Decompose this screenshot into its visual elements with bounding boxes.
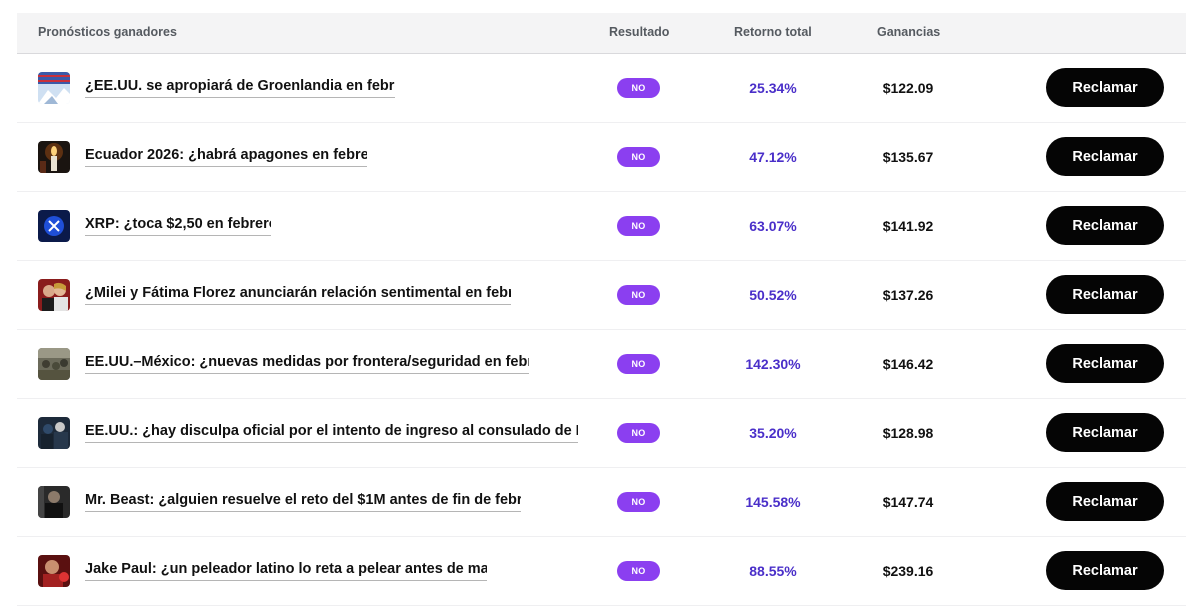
prediction-question-link[interactable]: EE.UU.: ¿hay disculpa oficial por el int… (85, 423, 578, 443)
claim-button[interactable]: Reclamar (1046, 413, 1164, 452)
prediction-question-link[interactable]: Jake Paul: ¿un peleador latino lo reta a… (85, 561, 487, 581)
table-row: Mr. Beast: ¿alguien resuelve el reto del… (17, 468, 1186, 537)
total-return-value: 63.07% (749, 218, 797, 234)
result-badge: NO (617, 492, 660, 512)
header-predictions: Pronósticos ganadores (38, 25, 177, 39)
candle-thumbnail (38, 141, 70, 173)
earnings-value: $239.16 (882, 563, 934, 579)
table-row: EE.UU.: ¿hay disculpa oficial por el int… (17, 399, 1186, 468)
total-return-value: 25.34% (749, 80, 797, 96)
claim-button[interactable]: Reclamar (1046, 275, 1164, 314)
claim-button[interactable]: Reclamar (1046, 344, 1164, 383)
prediction-question-link[interactable]: EE.UU.–México: ¿nuevas medidas por front… (85, 354, 529, 374)
total-return-value: 47.12% (749, 149, 797, 165)
header-result: Resultado (609, 25, 670, 39)
earnings-value: $122.09 (882, 80, 934, 96)
total-return-value: 88.55% (749, 563, 797, 579)
claim-button[interactable]: Reclamar (1046, 137, 1164, 176)
result-badge: NO (617, 147, 660, 167)
earnings-value: $137.26 (882, 287, 934, 303)
header-total-return: Retorno total (734, 25, 812, 39)
result-badge: NO (617, 285, 660, 305)
prediction-question-link[interactable]: XRP: ¿toca $2,50 en febrero? (85, 216, 271, 236)
claim-button[interactable]: Reclamar (1046, 551, 1164, 590)
header-earnings: Ganancias (877, 25, 941, 39)
prediction-question-link[interactable]: Mr. Beast: ¿alguien resuelve el reto del… (85, 492, 521, 512)
flag-ice-thumbnail (38, 72, 70, 104)
xrp-logo-thumbnail (38, 210, 70, 242)
result-badge: NO (617, 561, 660, 581)
claim-button[interactable]: Reclamar (1046, 206, 1164, 245)
result-badge: NO (617, 354, 660, 374)
table-row: XRP: ¿toca $2,50 en febrero? NO 63.07% $… (17, 192, 1186, 261)
prediction-question-link[interactable]: ¿EE.UU. se apropiará de Groenlandia en f… (85, 78, 395, 98)
earnings-value: $141.92 (882, 218, 934, 234)
earnings-value: $135.67 (882, 149, 934, 165)
result-badge: NO (617, 423, 660, 443)
earnings-value: $128.98 (882, 425, 934, 441)
couple-photo-thumbnail (38, 279, 70, 311)
table-row: Ecuador 2026: ¿habrá apagones en febrero… (17, 123, 1186, 192)
prediction-question-link[interactable]: ¿Milei y Fátima Florez anunciarán relaci… (85, 285, 511, 305)
prediction-question-link[interactable]: Ecuador 2026: ¿habrá apagones en febrero… (85, 147, 367, 167)
earnings-value: $147.74 (882, 494, 934, 510)
table-row: ¿Milei y Fátima Florez anunciarán relaci… (17, 261, 1186, 330)
table-header: Pronósticos ganadores Resultado Retorno … (17, 13, 1186, 54)
winning-predictions-table: Pronósticos ganadores Resultado Retorno … (17, 13, 1186, 606)
officers-photo-thumbnail (38, 417, 70, 449)
result-badge: NO (617, 216, 660, 236)
claim-button[interactable]: Reclamar (1046, 482, 1164, 521)
total-return-value: 145.58% (745, 494, 801, 510)
boxer-photo-thumbnail (38, 555, 70, 587)
result-badge: NO (617, 78, 660, 98)
total-return-value: 50.52% (749, 287, 797, 303)
total-return-value: 142.30% (745, 356, 801, 372)
total-return-value: 35.20% (749, 425, 797, 441)
table-row: Jake Paul: ¿un peleador latino lo reta a… (17, 537, 1186, 606)
table-row: EE.UU.–México: ¿nuevas medidas por front… (17, 330, 1186, 399)
earnings-value: $146.42 (882, 356, 934, 372)
claim-button[interactable]: Reclamar (1046, 68, 1164, 107)
table-row: ¿EE.UU. se apropiará de Groenlandia en f… (17, 54, 1186, 123)
border-photo-thumbnail (38, 348, 70, 380)
person-photo-thumbnail (38, 486, 70, 518)
